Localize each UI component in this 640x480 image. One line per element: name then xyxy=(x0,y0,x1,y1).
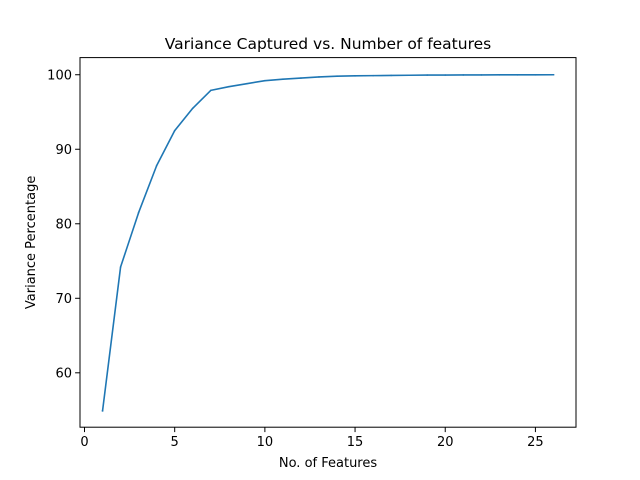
data-point xyxy=(498,74,501,76)
y-axis-title: Variance Percentage xyxy=(24,176,39,309)
data-point xyxy=(318,76,320,78)
plot-frame xyxy=(79,57,577,428)
data-point xyxy=(246,82,248,85)
x-tick-label: 15 xyxy=(347,435,364,450)
data-point xyxy=(173,129,176,132)
data-point xyxy=(209,89,212,92)
y-tick-label: 80 xyxy=(55,217,72,232)
plot-area xyxy=(101,73,555,412)
data-point xyxy=(354,75,356,77)
x-tick-label: 0 xyxy=(80,435,88,450)
data-point xyxy=(372,74,374,77)
data-point xyxy=(462,74,465,76)
data-point xyxy=(264,79,266,82)
data-point xyxy=(228,85,230,88)
y-tick-label: 100 xyxy=(47,68,72,83)
data-point xyxy=(516,74,519,76)
data-point xyxy=(101,410,104,412)
data-point xyxy=(390,74,392,77)
x-tick-label: 5 xyxy=(171,435,179,450)
data-point xyxy=(300,77,302,79)
x-tick-label: 20 xyxy=(437,435,454,450)
x-axis-title: No. of Features xyxy=(279,456,378,471)
data-point xyxy=(480,74,483,76)
data-point xyxy=(282,78,284,81)
data-point xyxy=(119,266,122,268)
series-line xyxy=(101,73,555,412)
data-point xyxy=(534,73,537,76)
data-point xyxy=(191,107,194,110)
x-tick-label: 10 xyxy=(257,435,274,450)
x-tick-label: 25 xyxy=(527,435,544,450)
chart-title: Variance Captured vs. Number of features xyxy=(165,35,491,53)
axis-ticks: 0 5 10 15 20 25 60 70 80 90 100 xyxy=(47,68,544,450)
data-point xyxy=(137,211,140,214)
data-point xyxy=(408,74,410,77)
data-point xyxy=(155,164,158,167)
y-tick-label: 90 xyxy=(55,143,72,158)
data-point xyxy=(336,75,338,78)
data-point xyxy=(552,73,555,76)
y-tick-label: 60 xyxy=(55,366,72,381)
data-point xyxy=(444,74,447,76)
y-tick-label: 70 xyxy=(55,292,72,307)
data-point xyxy=(426,74,429,76)
